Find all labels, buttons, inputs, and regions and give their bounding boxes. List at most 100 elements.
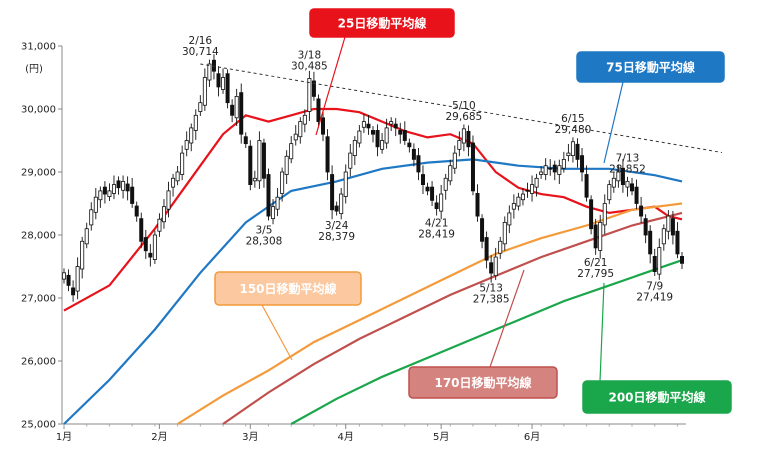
candle-body (311, 80, 316, 97)
candle (393, 118, 398, 137)
candle (580, 148, 585, 182)
candle (307, 70, 312, 121)
candle-body (580, 155, 585, 173)
candle (502, 216, 507, 251)
annotation-date: 3/5 (255, 225, 272, 237)
candle-body (670, 218, 675, 236)
y-tick-label: 25,000 (21, 420, 56, 431)
candle (352, 136, 357, 166)
candle (62, 268, 67, 284)
candle (266, 168, 271, 221)
candle (570, 137, 575, 163)
candle (480, 214, 485, 249)
candle-body (252, 177, 257, 182)
x-tick-label: 3月 (242, 431, 258, 443)
candle-body (134, 205, 139, 217)
candle (89, 202, 94, 231)
candle (107, 183, 112, 201)
candle-body (293, 133, 298, 141)
candle-body (193, 114, 198, 131)
candle-body (143, 237, 148, 252)
candle-body (470, 142, 475, 192)
candle-body (66, 274, 71, 286)
candle-body (348, 152, 353, 169)
candle (75, 257, 80, 300)
candle (589, 195, 594, 235)
candle-body (448, 165, 453, 182)
candle (166, 181, 171, 218)
candle-body (111, 184, 116, 194)
candle (516, 192, 521, 211)
candle-body (430, 186, 435, 201)
candle (675, 222, 680, 259)
candle (652, 248, 657, 277)
candle (643, 214, 648, 244)
candle (484, 231, 489, 269)
candle-body (130, 186, 135, 204)
point-annotation: 7/927,419 (636, 281, 673, 304)
ma-label-box: 25日移動平均線 (309, 8, 455, 136)
candle-body (570, 141, 575, 157)
candle (620, 159, 625, 193)
candle (84, 222, 89, 249)
candle-body (452, 152, 457, 169)
candle (534, 173, 539, 197)
candle-body (443, 177, 448, 191)
candle-body (416, 155, 421, 173)
candle-body (520, 193, 525, 201)
candle-body (234, 96, 239, 119)
candle (525, 182, 530, 198)
candle (243, 132, 248, 149)
candle-body (343, 171, 348, 197)
candle-body (161, 206, 166, 223)
candle-body (598, 221, 603, 251)
candle-body (216, 73, 221, 88)
candle-body (461, 128, 466, 144)
candle-body (171, 177, 176, 188)
candle-body (166, 190, 171, 210)
candle (284, 150, 289, 184)
candle-body (439, 193, 444, 212)
candle (193, 109, 198, 140)
candle-body (275, 196, 280, 210)
candle (93, 188, 98, 220)
candle (611, 172, 616, 193)
candle-body (80, 240, 85, 270)
candle (489, 255, 494, 283)
y-tick-label: 31,000 (21, 42, 56, 53)
candle-body (375, 130, 380, 148)
trendline-dashed (200, 63, 723, 153)
x-tick-label: 5月 (433, 431, 449, 443)
candle (198, 95, 203, 116)
candle-body (321, 117, 326, 135)
candle-body (207, 63, 212, 81)
candle-body (71, 287, 76, 296)
candle (602, 194, 607, 235)
annotation-date: 7/13 (616, 152, 640, 164)
candle-body (634, 186, 639, 204)
candle (311, 71, 316, 101)
candle-body (398, 130, 403, 135)
candle-body (84, 228, 89, 245)
annotation-value: 28,419 (418, 229, 455, 241)
candle-body (284, 155, 289, 175)
candle (448, 159, 453, 186)
candle-body (75, 266, 80, 292)
candle (275, 188, 280, 217)
candle-body (334, 205, 339, 212)
candle-body (125, 183, 130, 192)
candle (548, 159, 553, 176)
candle (575, 138, 580, 168)
label-box-text: 150日移動平均線 (239, 281, 336, 296)
candle (343, 164, 348, 204)
candle-body (548, 167, 553, 170)
candle (370, 126, 375, 143)
candle (389, 117, 394, 132)
candle-body (93, 196, 98, 213)
x-tick-label: 1月 (56, 431, 72, 443)
candle (452, 145, 457, 174)
candle-body (98, 190, 103, 201)
candle-body (261, 142, 266, 179)
